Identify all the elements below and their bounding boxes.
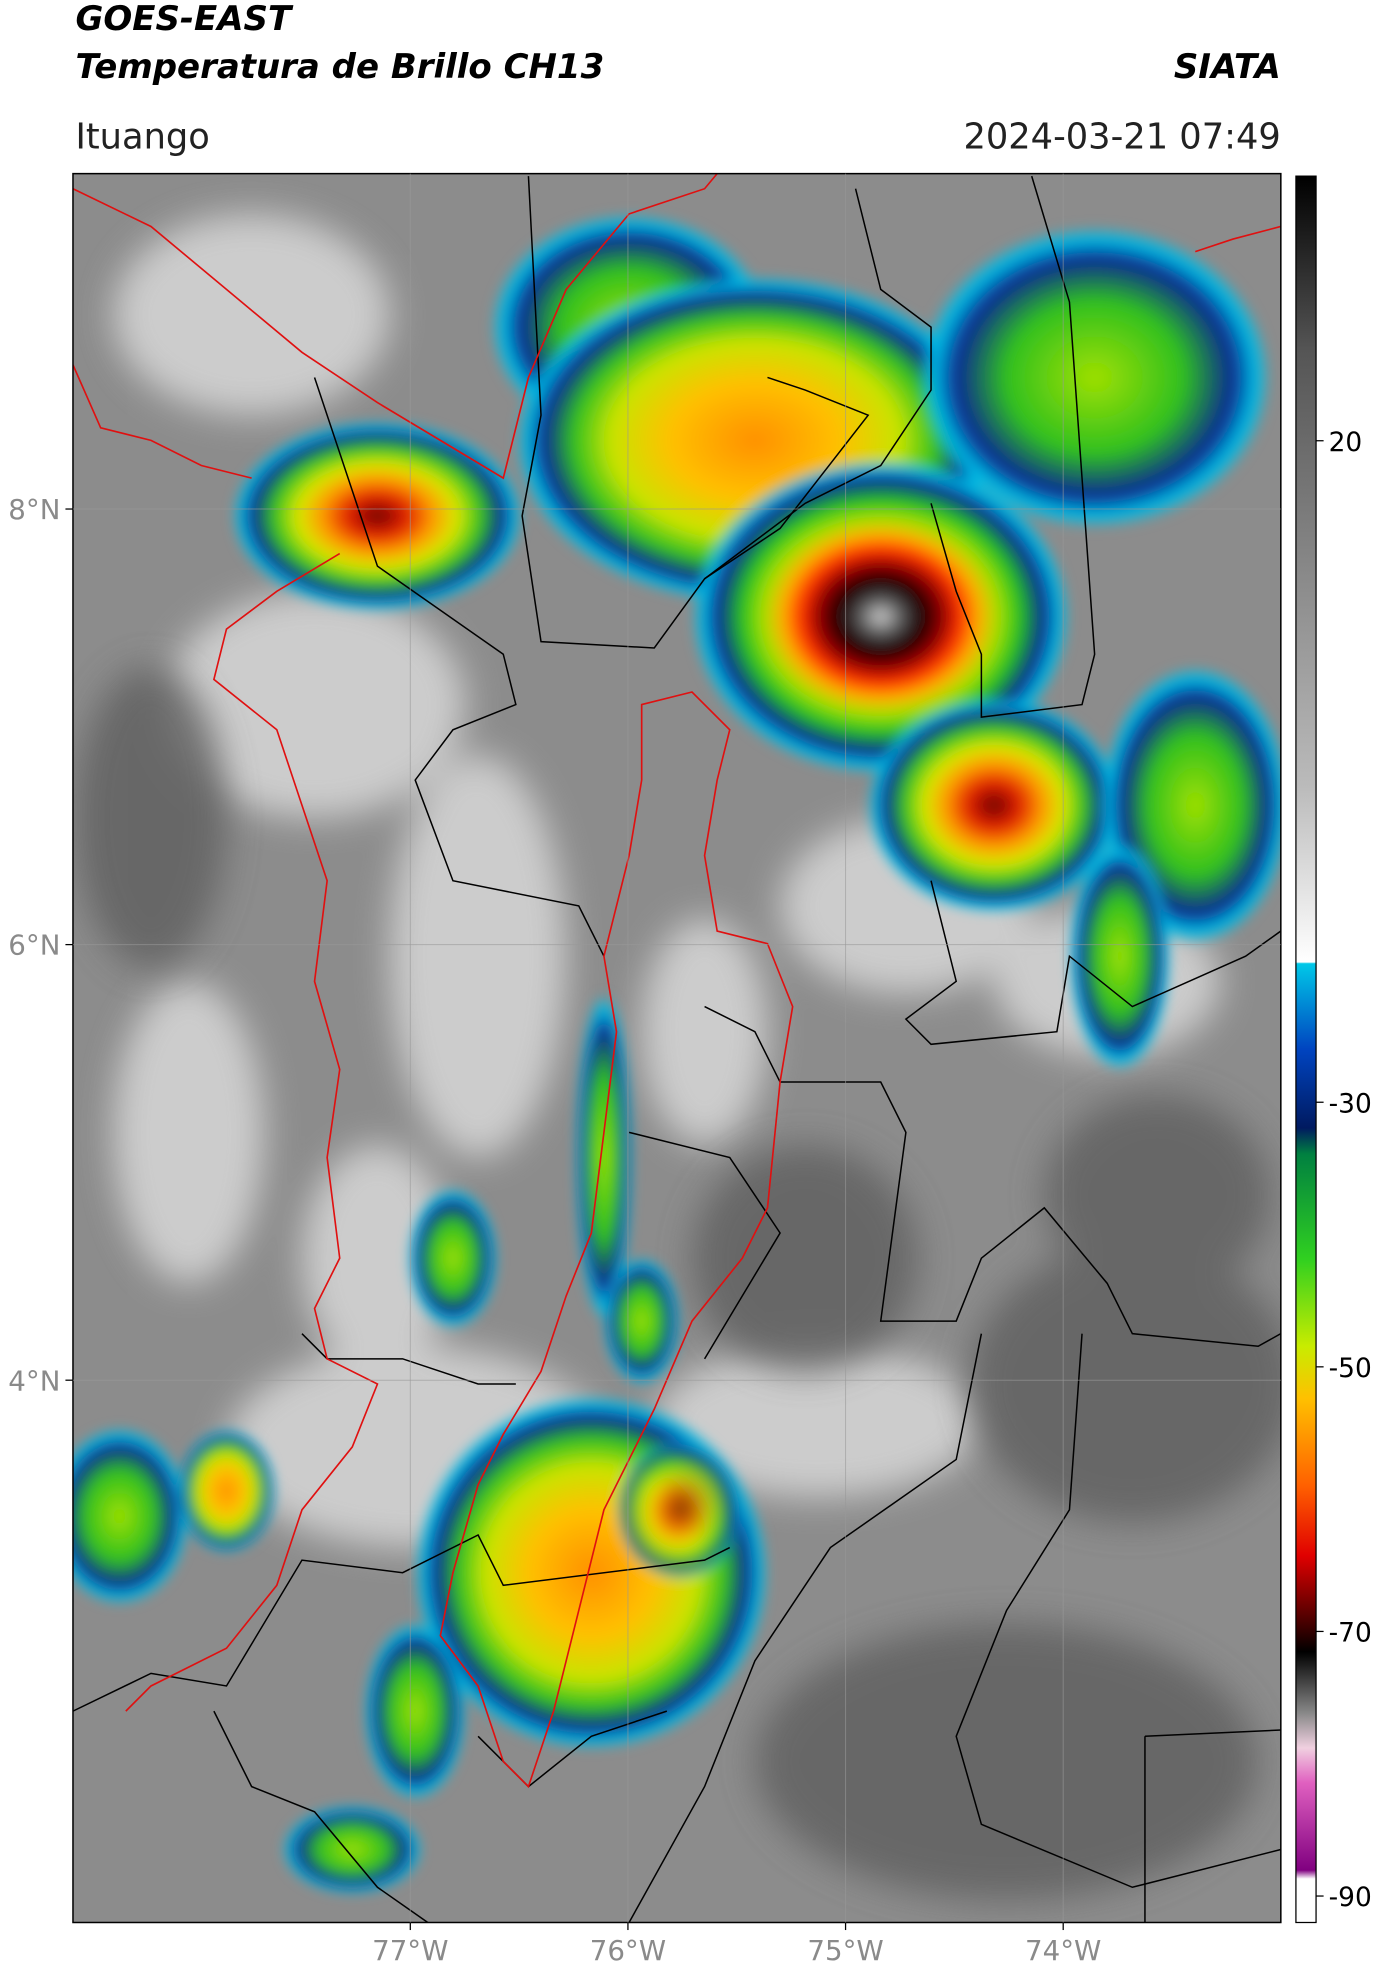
timestamp: 2024-03-21 07:49 [963,116,1280,157]
lat-tick-label: 6°N [8,929,60,962]
source: SIATA [1174,47,1281,87]
subtitle: Temperatura de Brillo CH13 [75,47,604,87]
colorbar-tick-label: 20 [1329,427,1363,458]
colorbar-tick-label: -90 [1329,1882,1372,1913]
graticule: 77°W 76°W 75°W 74°W 8°N 6°N 4°N [8,173,1281,1967]
lon-tick-label: 76°W [590,1934,666,1967]
lat-tick-label: 4°N [8,1364,60,1397]
location: Ituango [75,116,209,157]
lon-tick-label: 77°W [372,1934,448,1967]
colorbar-tick-label: -70 [1329,1618,1372,1649]
lat-tick-label: 8°N [8,493,60,526]
lon-tick-label: 75°W [807,1934,883,1967]
colorbar-tick-label: -30 [1329,1088,1372,1119]
colorbar-ticks: 20 -30 -50 -70 -90 [1316,427,1372,1913]
satellite-image [72,173,1281,1923]
lon-tick-label: 74°W [1025,1934,1101,1967]
title: GOES-EAST [75,0,293,39]
map-frame [72,172,1282,1924]
colorbar-tick-label: -50 [1329,1353,1372,1384]
colorbar [1295,175,1317,1924]
